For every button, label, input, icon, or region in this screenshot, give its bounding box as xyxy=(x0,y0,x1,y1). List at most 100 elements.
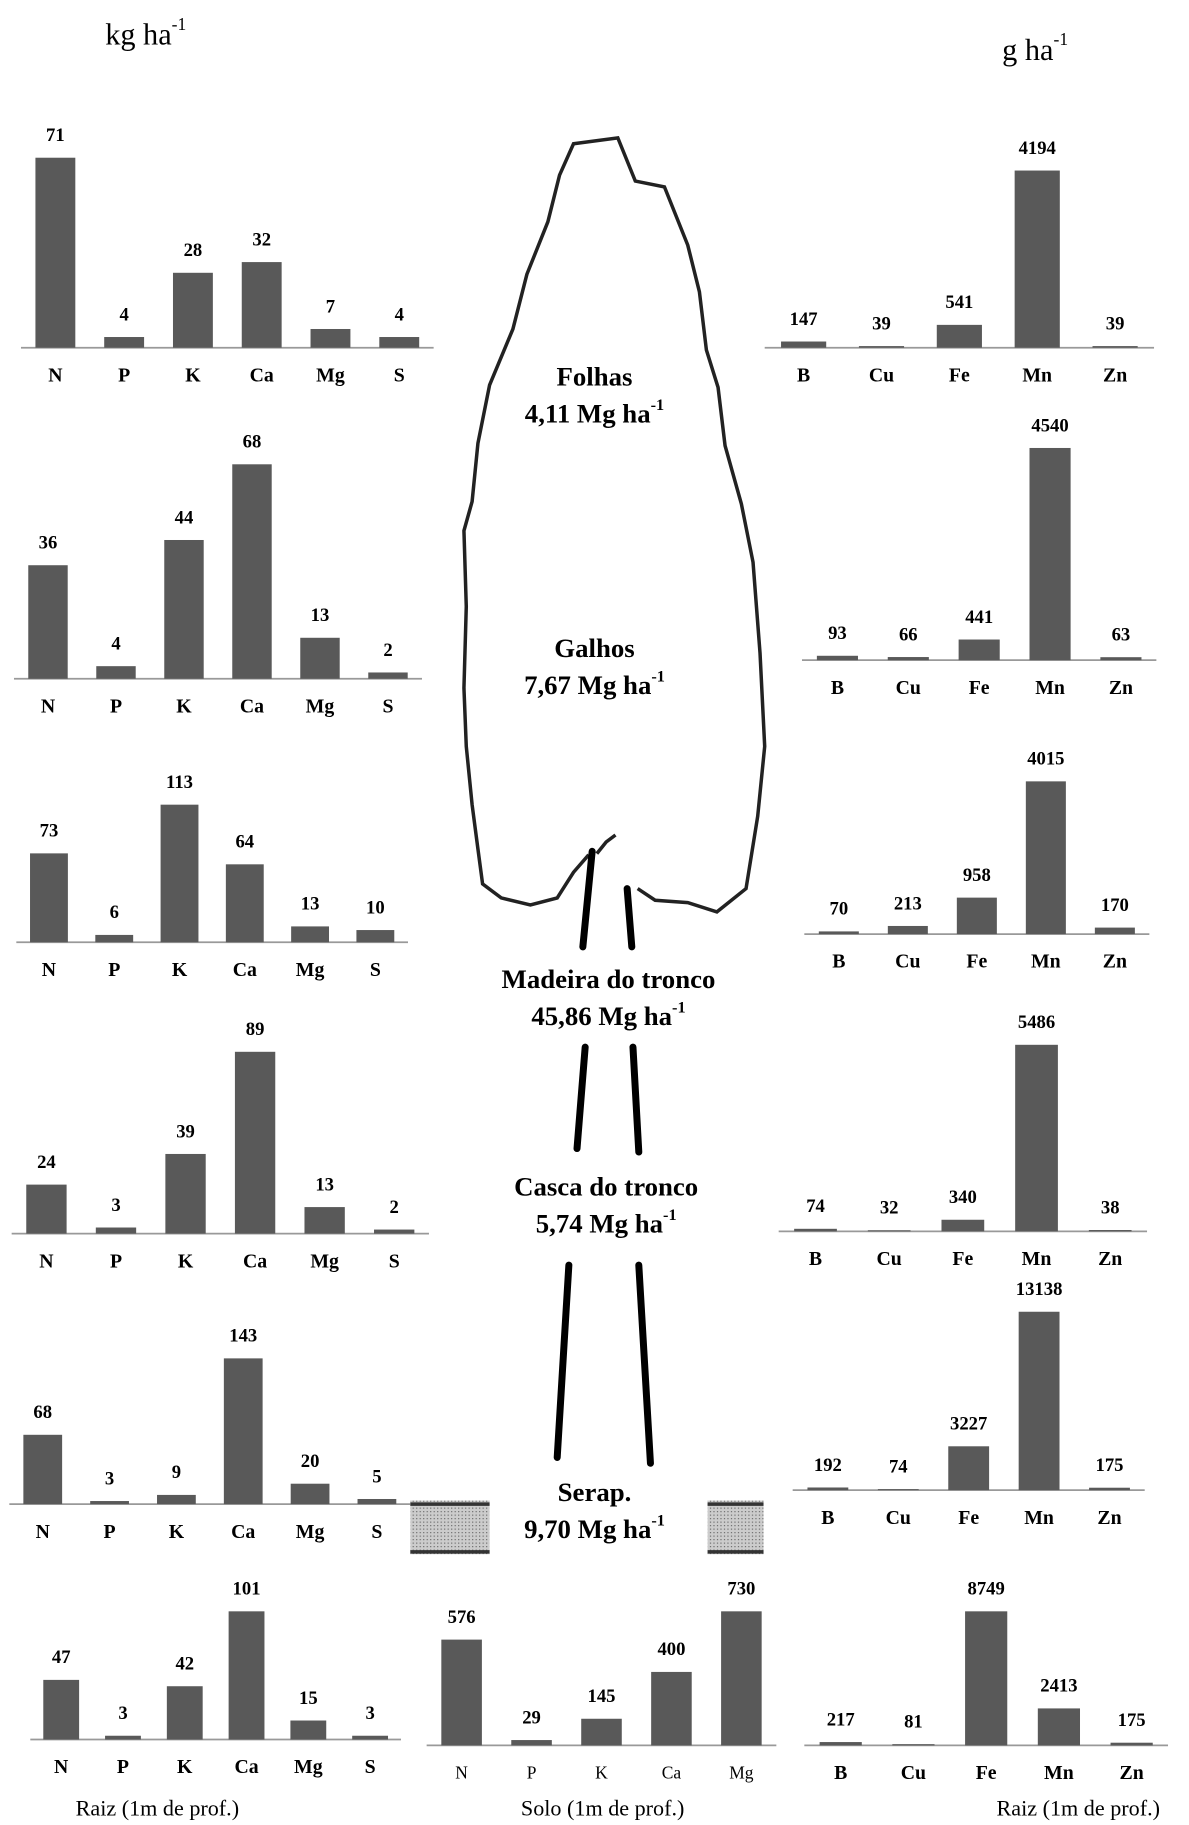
value-label: 10 xyxy=(366,897,385,918)
mass-unit-exponent: -1 xyxy=(651,395,665,414)
bar xyxy=(941,1220,984,1232)
value-label: 541 xyxy=(945,292,973,313)
bar xyxy=(781,342,826,348)
category-label: Zn xyxy=(1103,951,1127,973)
mass-value: 7,67 Mg ha xyxy=(524,670,651,700)
value-label: 38 xyxy=(1101,1197,1120,1218)
bar xyxy=(1089,1230,1132,1231)
unit-right: g ha-1 xyxy=(1002,29,1068,67)
category-label: N xyxy=(41,695,56,717)
bar xyxy=(1095,928,1135,934)
bar xyxy=(959,640,1000,661)
value-label: 15 xyxy=(299,1688,318,1709)
category-label: Ca xyxy=(233,959,257,981)
figure: kg ha-1 g ha-1 71N4P28K32Ca7Mg4S36N4P44K… xyxy=(0,0,1189,1825)
bar xyxy=(95,935,133,942)
value-label: 74 xyxy=(889,1456,908,1477)
category-label: Fe xyxy=(952,1248,973,1270)
bar xyxy=(374,1230,414,1234)
category-label: S xyxy=(394,364,405,386)
category-label: P xyxy=(527,1763,537,1783)
value-label: 3 xyxy=(365,1703,374,1724)
mass-value: 9,70 Mg ha xyxy=(524,1514,651,1544)
value-label: 9 xyxy=(172,1462,181,1483)
category-label: K xyxy=(172,959,188,981)
category-label: Mn xyxy=(1031,951,1061,973)
category-label: Ca xyxy=(234,1756,258,1778)
bar xyxy=(820,1742,862,1745)
bar xyxy=(807,1487,848,1490)
category-label: P xyxy=(108,959,120,981)
trunk xyxy=(557,851,650,1463)
bar xyxy=(356,930,394,942)
bar xyxy=(441,1640,482,1746)
category-label: Mg xyxy=(306,695,335,717)
value-label: 70 xyxy=(830,899,849,920)
value-label: 101 xyxy=(233,1579,261,1600)
bar xyxy=(819,931,859,934)
bar xyxy=(1093,346,1138,348)
value-label: 576 xyxy=(448,1607,476,1628)
category-label: Zn xyxy=(1103,364,1127,386)
compartment-mass: 7,67 Mg ha-1 xyxy=(524,666,665,700)
value-label: 39 xyxy=(176,1121,195,1142)
value-label: 13 xyxy=(301,894,320,915)
category-label: Cu xyxy=(886,1507,911,1529)
bar xyxy=(651,1672,692,1745)
category-label: P xyxy=(118,364,130,386)
value-label: 213 xyxy=(894,893,922,914)
bar xyxy=(290,1721,326,1740)
bar xyxy=(948,1446,989,1490)
category-label: Ca xyxy=(240,695,264,717)
category-label: Mn xyxy=(1044,1762,1074,1784)
bar xyxy=(352,1736,388,1740)
bar xyxy=(892,1744,934,1745)
value-label: 4015 xyxy=(1027,749,1064,770)
value-label: 170 xyxy=(1101,895,1129,916)
value-label: 3 xyxy=(105,1468,114,1489)
value-label: 730 xyxy=(727,1579,755,1600)
category-label: B xyxy=(832,951,845,973)
category-label: Zn xyxy=(1109,677,1133,699)
value-label: 175 xyxy=(1118,1710,1146,1731)
bar xyxy=(90,1501,129,1504)
bar xyxy=(937,325,982,348)
value-label: 441 xyxy=(965,607,993,628)
mass-unit-exponent: -1 xyxy=(651,666,665,685)
category-label: B xyxy=(821,1507,834,1529)
bar xyxy=(888,657,929,660)
value-label: 13138 xyxy=(1016,1279,1063,1300)
category-label: Fe xyxy=(949,364,970,386)
bar xyxy=(35,158,75,348)
value-label: 8749 xyxy=(968,1579,1005,1600)
category-label: N xyxy=(48,364,63,386)
caption: Raiz (1m de prof.) xyxy=(76,1796,239,1821)
bar xyxy=(368,672,407,678)
category-label: N xyxy=(36,1521,51,1543)
value-label: 192 xyxy=(814,1455,842,1476)
value-label: 42 xyxy=(175,1654,194,1675)
bar xyxy=(173,273,213,348)
category-label: K xyxy=(185,364,201,386)
bar xyxy=(1015,1045,1058,1232)
value-label: 32 xyxy=(252,229,271,250)
value-label: 4 xyxy=(111,633,120,654)
value-label: 3227 xyxy=(950,1414,987,1435)
bar xyxy=(43,1680,79,1740)
mass-unit-exponent: -1 xyxy=(672,997,686,1016)
value-label: 44 xyxy=(175,507,194,528)
bar xyxy=(291,1484,330,1504)
category-label: K xyxy=(177,1756,193,1778)
category-label: Mg xyxy=(296,1521,325,1543)
value-label: 3 xyxy=(111,1195,120,1216)
mass-unit-exponent: -1 xyxy=(651,1510,665,1529)
caption: Solo (1m de prof.) xyxy=(521,1796,684,1821)
category-label: Ca xyxy=(250,364,274,386)
bar xyxy=(23,1435,62,1504)
category-label: Ca xyxy=(243,1250,267,1272)
bar xyxy=(888,926,928,934)
bar xyxy=(96,666,135,679)
bar xyxy=(311,329,351,348)
bar xyxy=(1089,1488,1130,1490)
value-label: 64 xyxy=(235,832,254,853)
